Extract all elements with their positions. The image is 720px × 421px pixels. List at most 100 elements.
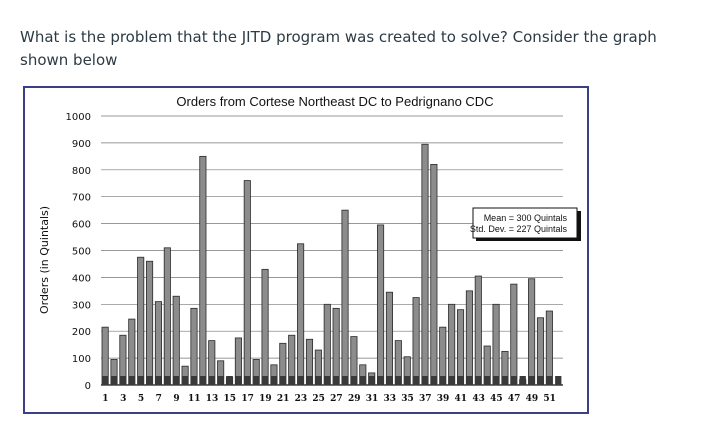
bar-base bbox=[546, 376, 553, 385]
bar-base bbox=[146, 376, 153, 385]
bar bbox=[172, 295, 180, 386]
y-tick-label: 100 bbox=[72, 354, 91, 365]
bar bbox=[474, 275, 482, 386]
y-tick-label: 800 bbox=[72, 166, 91, 177]
bar bbox=[456, 309, 465, 386]
bar bbox=[545, 310, 553, 386]
bar bbox=[377, 224, 385, 386]
x-tick-label: 19 bbox=[259, 394, 272, 404]
bar bbox=[421, 143, 429, 386]
chart-figure: Orders from Cortese Northeast DC to Pedr… bbox=[23, 86, 589, 414]
bar bbox=[323, 303, 331, 386]
x-tick-label: 3 bbox=[120, 394, 126, 404]
bar-base bbox=[430, 376, 438, 385]
bars bbox=[101, 143, 562, 386]
bar-base bbox=[537, 376, 544, 385]
bar-base bbox=[279, 376, 286, 385]
bar bbox=[492, 303, 500, 386]
bar-base bbox=[324, 376, 331, 385]
bar-base bbox=[119, 376, 127, 385]
y-tick-label: 600 bbox=[72, 220, 91, 231]
bar bbox=[332, 307, 340, 386]
bar-base bbox=[315, 376, 322, 385]
bar-base bbox=[333, 376, 340, 385]
bar-base bbox=[501, 376, 509, 385]
x-tick-label: 45 bbox=[490, 394, 503, 404]
bar-base bbox=[519, 376, 526, 385]
bar-base bbox=[457, 376, 464, 385]
x-tick-label: 25 bbox=[312, 394, 325, 404]
x-tick-label: 7 bbox=[156, 394, 162, 404]
bar-base bbox=[404, 376, 411, 385]
bar-base bbox=[253, 376, 260, 385]
x-tick-label: 49 bbox=[526, 394, 539, 404]
bar-base bbox=[226, 376, 233, 385]
bar-base bbox=[235, 376, 242, 385]
bar bbox=[243, 180, 251, 386]
question-text: What is the problem that the JITD progra… bbox=[20, 28, 657, 69]
x-tick-label: 11 bbox=[188, 394, 201, 404]
y-tick-label: 1000 bbox=[66, 112, 91, 123]
x-tick-label: 43 bbox=[472, 394, 485, 404]
bar bbox=[385, 291, 393, 386]
bar-base bbox=[173, 376, 180, 385]
x-tick-label: 5 bbox=[138, 394, 144, 404]
bar-base bbox=[297, 376, 304, 385]
y-tick-label: 0 bbox=[85, 381, 91, 392]
bar-base bbox=[466, 376, 473, 385]
bar-base bbox=[306, 376, 313, 385]
x-tick-label: 23 bbox=[295, 394, 308, 404]
bar-base bbox=[288, 376, 295, 385]
bar-base bbox=[350, 376, 358, 385]
bar-base bbox=[377, 376, 384, 385]
chart-title: Orders from Cortese Northeast DC to Pedr… bbox=[176, 94, 493, 109]
stats-annotation: Mean = 300 Quintals Std. Dev. = 227 Quin… bbox=[470, 207, 581, 241]
bar bbox=[146, 260, 154, 386]
x-tick-label: 29 bbox=[348, 394, 361, 404]
bar-base bbox=[555, 376, 562, 385]
bar-base bbox=[484, 376, 491, 385]
x-tick-label: 37 bbox=[419, 394, 432, 404]
bar-base bbox=[199, 376, 207, 385]
bar bbox=[536, 317, 545, 386]
x-tick-label: 1 bbox=[102, 394, 108, 404]
bar-base bbox=[261, 376, 269, 385]
y-tick-label: 900 bbox=[72, 139, 91, 150]
bar-base bbox=[359, 376, 366, 385]
bar-base bbox=[341, 376, 349, 385]
x-tick-label: 41 bbox=[455, 394, 468, 404]
x-tick-label: 9 bbox=[173, 394, 179, 404]
bar bbox=[528, 278, 536, 386]
bar-base bbox=[102, 376, 109, 385]
bar bbox=[412, 297, 420, 386]
bar-base bbox=[421, 376, 429, 385]
bar bbox=[163, 247, 171, 386]
bar bbox=[137, 256, 145, 386]
bar bbox=[154, 301, 162, 386]
bar-base bbox=[270, 376, 278, 385]
x-tick-label: 21 bbox=[277, 394, 290, 404]
bar bbox=[261, 268, 269, 386]
y-axis-label: Orders (in Quintals) bbox=[38, 206, 51, 314]
bar-base bbox=[368, 376, 375, 385]
bar-base bbox=[510, 376, 517, 385]
bar-base bbox=[386, 376, 393, 385]
bar-base bbox=[244, 376, 251, 385]
bar-base bbox=[164, 376, 171, 385]
bar-base bbox=[128, 376, 135, 385]
bar-base bbox=[137, 376, 144, 385]
bar bbox=[190, 307, 198, 386]
bar bbox=[510, 283, 518, 386]
x-tick-label: 31 bbox=[366, 394, 379, 404]
bar-base bbox=[412, 376, 420, 385]
bar-base bbox=[208, 376, 215, 385]
bar bbox=[297, 243, 305, 386]
bar-base bbox=[190, 376, 198, 385]
x-tick-label: 47 bbox=[508, 394, 521, 404]
orders-bar-chart: Orders from Cortese Northeast DC to Pedr… bbox=[38, 94, 581, 404]
y-tick-label: 200 bbox=[72, 327, 91, 338]
mean-label: Mean = 300 Quintals bbox=[484, 213, 568, 223]
bar bbox=[448, 303, 456, 386]
bar-base bbox=[475, 376, 482, 385]
x-tick-label: 35 bbox=[401, 394, 414, 404]
